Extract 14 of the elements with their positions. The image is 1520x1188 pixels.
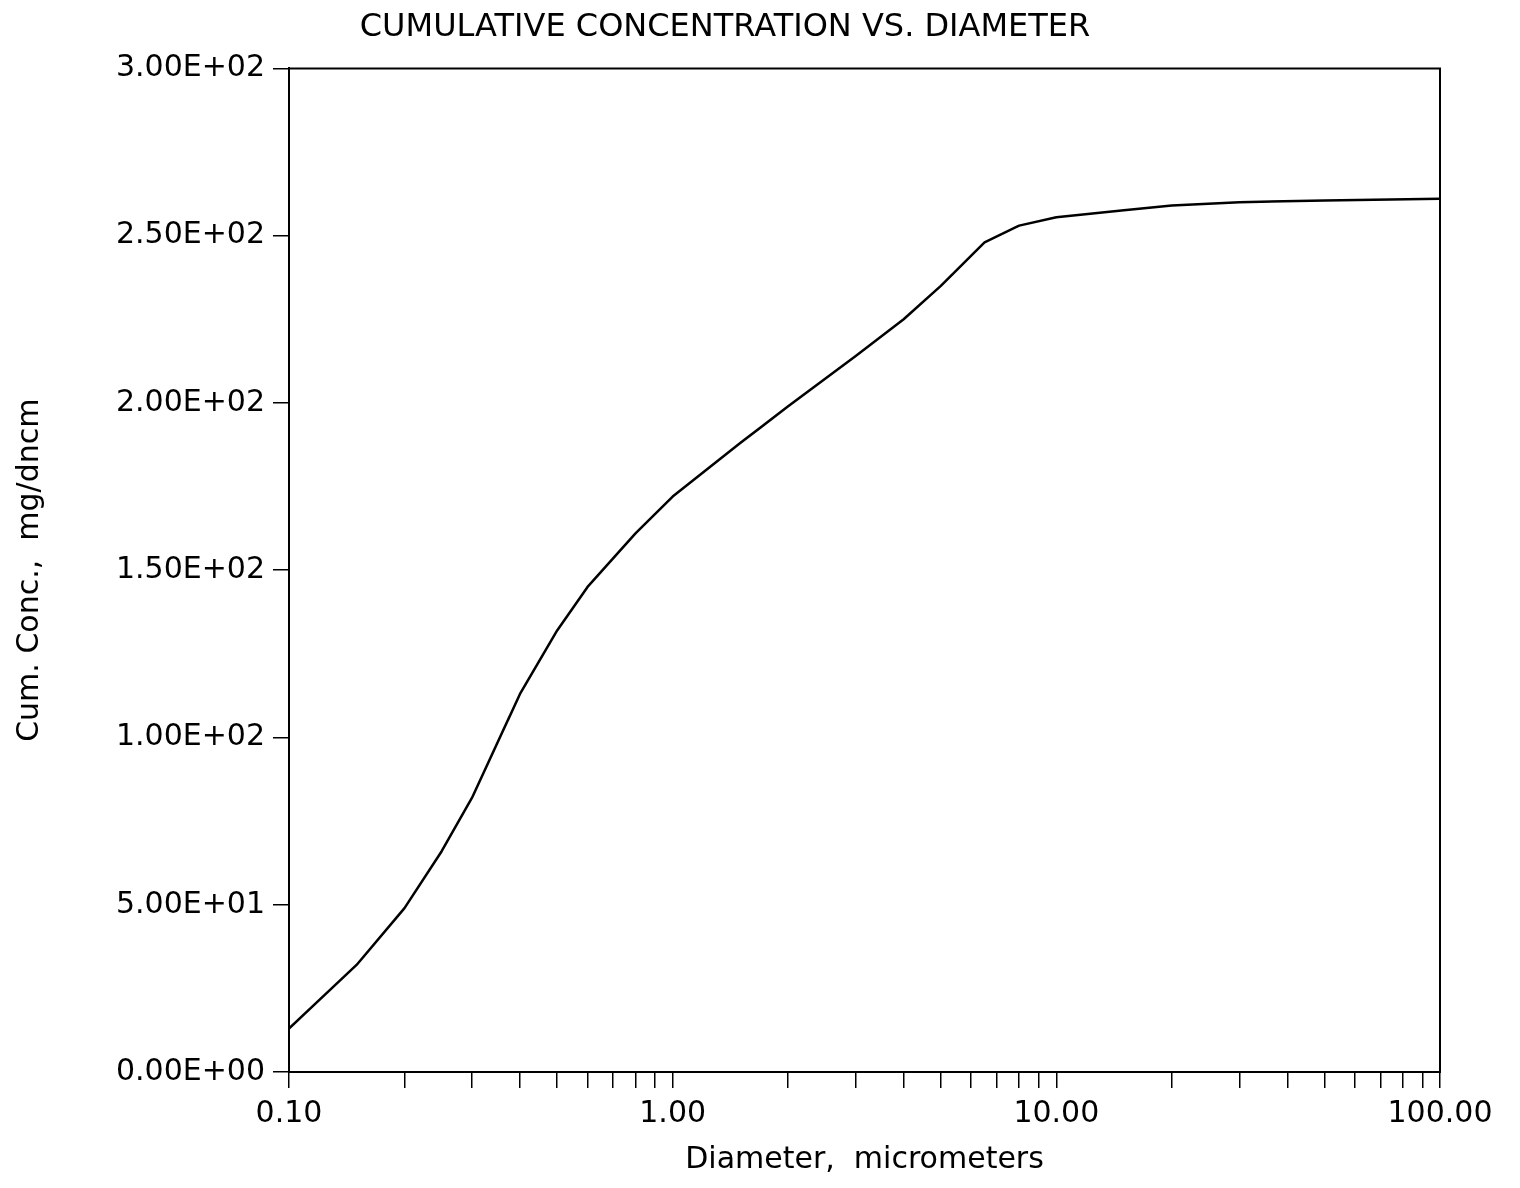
x-tick-label: 0.10 [255,1093,323,1129]
chart-title: CUMULATIVE CONCENTRATION VS. DIAMETER [359,5,1091,44]
y-axis-title: Cum. Conc., mg/dncm [9,398,45,742]
y-tick-label: 1.00E+02 [115,717,265,753]
x-tick-label: 10.00 [1013,1093,1100,1129]
y-tick-label: 5.00E+01 [115,884,265,920]
x-axis-title: Diameter, micrometers [685,1139,1044,1175]
x-tick-label: 100.00 [1387,1093,1493,1129]
y-tick-label: 0.00E+00 [115,1051,265,1087]
y-tick-label: 1.50E+02 [115,550,265,585]
y-tick-label: 2.50E+02 [115,215,265,251]
y-tick-label: 2.00E+02 [115,382,265,418]
y-tick-label: 3.00E+02 [115,48,265,84]
x-tick-label: 1.00 [639,1093,707,1129]
